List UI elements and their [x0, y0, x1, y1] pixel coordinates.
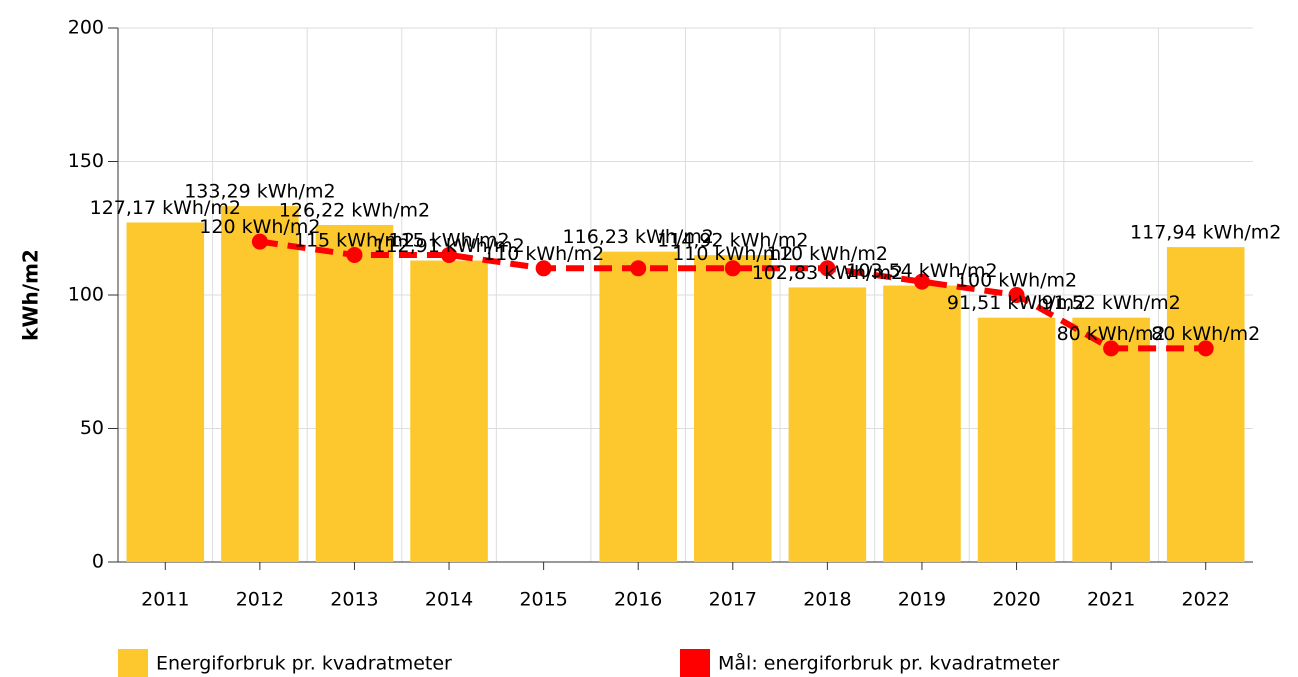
data-label: 112,91 kWh/m2: [373, 235, 524, 257]
bar: [599, 251, 677, 562]
data-label: 120 kWh/m2: [199, 216, 320, 238]
x-tick-label: 2013: [330, 589, 378, 611]
legend-label: Energiforbruk pr. kvadratmeter: [156, 653, 452, 675]
x-tick-label: 2014: [425, 589, 473, 611]
target-marker: [535, 260, 552, 277]
target-marker: [819, 260, 836, 277]
x-tick-label: 2015: [519, 589, 567, 611]
data-label: 110 kWh/m2: [672, 243, 793, 265]
target-marker: [1008, 287, 1025, 303]
target-marker: [1103, 340, 1120, 357]
legend-swatch: [118, 649, 148, 677]
legend-swatch: [680, 649, 710, 677]
target-marker: [630, 260, 647, 277]
target-marker: [346, 246, 363, 263]
data-label: 91,51 kWh/m2: [947, 292, 1086, 314]
x-tick-label: 2012: [236, 589, 284, 611]
target-line: [259, 238, 1206, 352]
bar: [977, 317, 1056, 562]
y-tick-label: 200: [68, 17, 104, 39]
data-label: 80 kWh/m2: [1057, 323, 1166, 345]
data-label: 110 kWh/m2: [483, 243, 604, 265]
bar: [788, 287, 867, 562]
bar: [883, 285, 961, 562]
y-tick-label: 50: [80, 417, 104, 439]
x-tick-label: 2016: [614, 589, 662, 611]
data-label: 100 kWh/m2: [956, 270, 1077, 292]
y-axis-title: kWh/m2: [19, 249, 43, 341]
bar: [1072, 317, 1150, 562]
data-label: 80 kWh/m2: [1151, 323, 1260, 345]
bar: [410, 260, 488, 562]
bar: [126, 222, 205, 562]
data-label: 91,52 kWh/m2: [1041, 292, 1180, 314]
bar: [694, 255, 772, 562]
data-label: 117,94 kWh/m2: [1130, 222, 1281, 244]
data-label: 126,22 kWh/m2: [279, 199, 430, 221]
target-marker: [441, 246, 458, 263]
target-marker: [913, 273, 930, 290]
x-tick-label: 2018: [803, 589, 851, 611]
data-label: 110 kWh/m2: [767, 243, 888, 265]
bar: [1166, 247, 1245, 562]
data-label: 102,83 kWh/m2: [752, 262, 903, 284]
data-label: 115 kWh/m2: [388, 229, 509, 251]
x-tick-label: 2011: [141, 589, 189, 611]
data-label: 127,17 kWh/m2: [90, 197, 241, 219]
x-tick-label: 2019: [898, 589, 946, 611]
y-tick-label: 100: [68, 284, 104, 306]
legend-label: Mål: energiforbruk pr. kvadratmeter: [718, 652, 1059, 675]
y-tick-label: 150: [68, 150, 104, 172]
x-tick-label: 2022: [1182, 589, 1230, 611]
data-label: 133,29 kWh/m2: [184, 181, 335, 203]
bar: [315, 224, 394, 562]
x-tick-label: 2021: [1087, 589, 1135, 611]
x-tick-label: 2017: [709, 589, 757, 611]
bar: [221, 206, 299, 562]
data-label: 115 kWh/m2: [294, 229, 415, 251]
y-tick-label: 0: [92, 551, 104, 573]
data-label: 103,54 kWh/m2: [846, 260, 997, 282]
x-tick-label: 2020: [992, 589, 1040, 611]
target-marker: [724, 260, 741, 277]
target-marker: [1197, 340, 1214, 357]
target-marker: [251, 233, 268, 250]
data-label: 116,23 kWh/m2: [563, 226, 714, 248]
data-label: 114,92 kWh/m2: [657, 230, 808, 252]
